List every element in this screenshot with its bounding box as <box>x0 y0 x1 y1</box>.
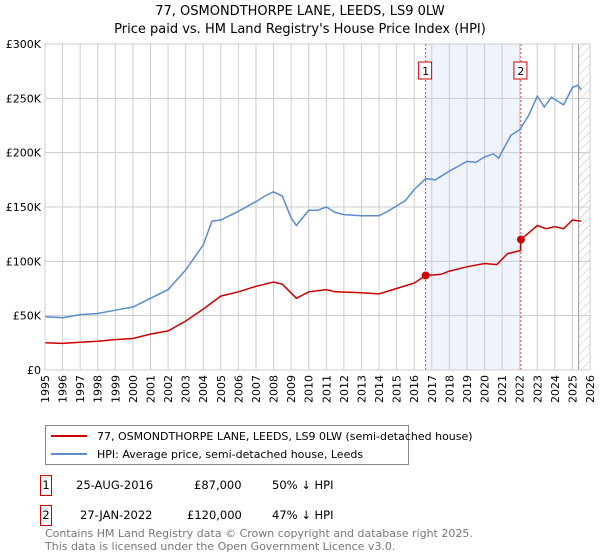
legend-line-red <box>51 435 87 437</box>
x-tick-label: 2009 <box>285 375 298 403</box>
x-tick-label: 2001 <box>144 375 157 403</box>
sale-marker-box <box>513 61 528 80</box>
footer-copyright: Contains HM Land Registry data © Crown c… <box>45 527 473 540</box>
x-tick-label: 1997 <box>74 375 87 403</box>
sale-point <box>516 235 525 244</box>
sale-marker-label: 1 <box>422 65 429 78</box>
transaction-date: 27-JAN-2022 <box>80 508 153 522</box>
x-tick-label: 2002 <box>162 375 175 403</box>
sale-marker-label: 2 <box>517 65 524 78</box>
x-tick-label: 2005 <box>215 375 228 403</box>
x-tick-label: 2024 <box>549 375 562 403</box>
x-tick-label: 2013 <box>355 375 368 403</box>
y-tick-label: £100K <box>6 255 42 268</box>
sale-marker-box <box>418 61 433 80</box>
x-tick-label: 2008 <box>268 375 281 403</box>
price-chart: 1995 1996 1997 1998 1999 2000 2001 2002 2003 2004… <box>6 38 597 403</box>
x-tick-label: 2020 <box>479 375 492 403</box>
x-tick-label: 2025 <box>566 375 579 403</box>
x-tick-label: 2019 <box>461 375 474 403</box>
legend: 77, OSMONDTHORPE LANE, LEEDS, LS9 0LW (s… <box>45 425 473 465</box>
x-tick-label: 2021 <box>496 375 509 403</box>
legend-item-property: 77, OSMONDTHORPE LANE, LEEDS, LS9 0LW (s… <box>51 428 473 444</box>
legend-label: 77, OSMONDTHORPE LANE, LEEDS, LS9 0LW (s… <box>97 429 473 443</box>
plot-border <box>44 43 591 371</box>
transaction-row: 1 25-AUG-2016 £87,000 50% ↓ HPI <box>40 475 400 497</box>
x-tick-label: 2006 <box>232 375 245 403</box>
y-tick-label: £200K <box>6 147 42 160</box>
x-tick-label: 2003 <box>180 375 193 403</box>
transaction-price: £87,000 <box>194 478 242 492</box>
legend-label: HPI: Average price, semi-detached house,… <box>97 447 364 461</box>
marker-badge: 1 <box>40 475 52 496</box>
x-tick-label: 2022 <box>514 375 527 403</box>
x-tick-label: 2011 <box>320 375 333 403</box>
y-tick-label: £50K <box>13 310 42 323</box>
footer: Contains HM Land Registry data © Crown c… <box>45 527 473 553</box>
chart-title: 77, OSMONDTHORPE LANE, LEEDS, LS9 0LW <box>155 4 445 19</box>
footer-licence: This data is licensed under the Open Gov… <box>45 540 396 553</box>
series-line <box>44 84 582 319</box>
marker-badge: 2 <box>40 505 52 526</box>
x-tick-label: 2004 <box>197 375 210 403</box>
x-tick-label: 2023 <box>531 375 544 403</box>
chart-subtitle: Price paid vs. HM Land Registry's House … <box>114 22 486 37</box>
x-tick-label: 1995 <box>39 375 52 403</box>
y-tick-label: £150K <box>6 201 42 214</box>
x-tick-label: 2016 <box>408 375 421 403</box>
y-tick-label: £300K <box>6 38 42 51</box>
x-tick-label: 2026 <box>584 375 597 403</box>
legend-line-blue <box>51 453 87 455</box>
y-tick-label: £0 <box>27 364 41 377</box>
x-tick-label: 2000 <box>127 375 140 403</box>
transaction-date: 25-AUG-2016 <box>76 478 154 492</box>
transaction-row: 2 27-JAN-2022 £120,000 47% ↓ HPI <box>40 505 400 527</box>
x-tick-label: 1998 <box>92 375 105 403</box>
transaction-hpi: 50% ↓ HPI <box>272 478 334 492</box>
sale-point <box>421 271 430 280</box>
x-tick-label: 1996 <box>57 375 70 403</box>
x-tick-label: 2007 <box>250 375 263 403</box>
x-tick-label: 2017 <box>426 375 439 403</box>
transaction-price: £120,000 <box>187 508 242 522</box>
x-tick-label: 2015 <box>391 375 404 403</box>
x-tick-label: 2014 <box>373 375 386 403</box>
y-tick-label: £250K <box>6 92 42 105</box>
x-tick-label: 2018 <box>443 375 456 403</box>
transaction-hpi: 47% ↓ HPI <box>272 508 334 522</box>
legend-item-hpi: HPI: Average price, semi-detached house,… <box>51 446 363 462</box>
x-tick-label: 2010 <box>303 375 316 403</box>
x-tick-label: 2012 <box>338 375 351 403</box>
x-tick-label: 1999 <box>109 375 122 403</box>
